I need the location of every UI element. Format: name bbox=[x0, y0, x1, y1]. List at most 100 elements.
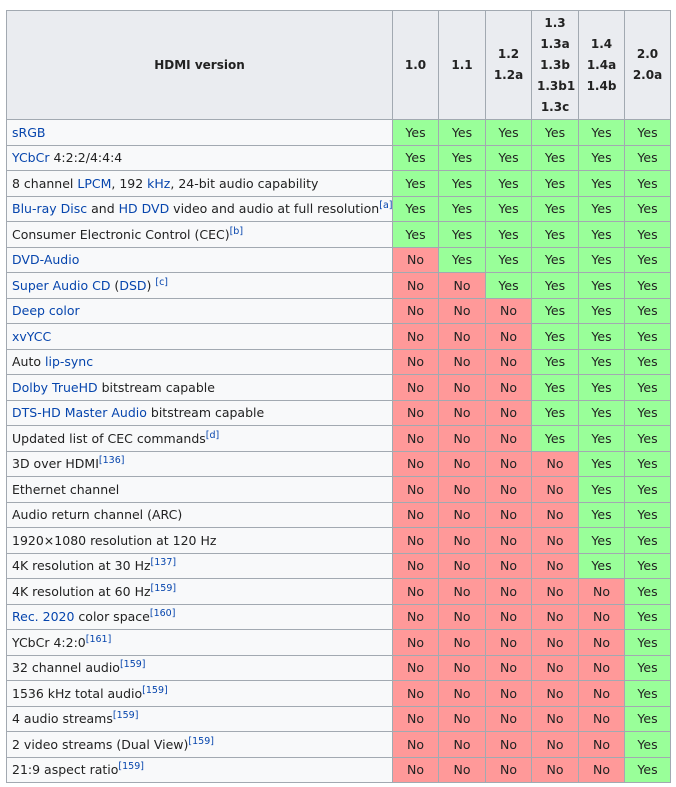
support-cell: Yes bbox=[624, 654, 671, 681]
support-cell: Yes bbox=[578, 144, 625, 171]
support-cell: No bbox=[438, 705, 486, 732]
reference-link[interactable]: [159] bbox=[112, 710, 139, 722]
feature-text: ) bbox=[146, 277, 156, 293]
support-cell: No bbox=[578, 654, 625, 681]
version-header: 1.4 1.4a 1.4b bbox=[578, 10, 625, 120]
support-cell: No bbox=[392, 323, 439, 350]
feature-row: Updated list of CEC commands[d] No No No Yes… bbox=[6, 425, 671, 452]
version-label: 1.3b bbox=[540, 57, 570, 72]
feature-row: 32 channel audio[159] No No No No No Yes bbox=[6, 654, 671, 681]
support-cell: No bbox=[531, 552, 579, 579]
support-cell: No bbox=[438, 756, 486, 783]
support-cell: Yes bbox=[578, 221, 625, 248]
feature-row: 8 channel LPCM, 192 kHz, 24-bit audio ca… bbox=[6, 170, 671, 197]
support-cell: Yes bbox=[624, 297, 671, 324]
feature-text: Consumer Electronic Control (CEC) bbox=[12, 226, 230, 242]
feature-row: 4K resolution at 30 Hz[137] No No No No Yes Ye… bbox=[6, 552, 671, 579]
feature-link[interactable]: Deep color bbox=[12, 303, 80, 319]
reference-link[interactable]: [136] bbox=[98, 455, 125, 467]
reference: [159] bbox=[113, 710, 139, 721]
support-cell: Yes bbox=[485, 246, 532, 273]
support-cell: Yes bbox=[578, 527, 625, 554]
feature-label: 2 video streams (Dual View)[159] bbox=[6, 731, 393, 758]
support-cell: Yes bbox=[531, 297, 579, 324]
feature-label: Updated list of CEC commands[d] bbox=[6, 425, 393, 452]
feature-link[interactable]: xvYCC bbox=[12, 328, 52, 344]
support-cell: No bbox=[485, 501, 532, 528]
reference-link[interactable]: [159] bbox=[118, 761, 144, 773]
feature-link[interactable]: DVD-Audio bbox=[12, 252, 80, 268]
feature-label: xvYCC bbox=[6, 323, 393, 350]
reference-link[interactable]: [159] bbox=[142, 684, 168, 696]
version-label: 1.3 bbox=[544, 15, 566, 30]
feature-link[interactable]: kHz bbox=[147, 175, 171, 191]
feature-label: DTS-HD Master Audio bitstream capable bbox=[6, 399, 393, 426]
reference-link[interactable]: [c] bbox=[155, 276, 168, 288]
feature-link[interactable]: Super Audio CD bbox=[12, 277, 111, 293]
support-cell: No bbox=[531, 501, 579, 528]
support-cell: Yes bbox=[624, 476, 671, 503]
reference-link[interactable]: [b] bbox=[229, 225, 244, 237]
support-cell: No bbox=[392, 552, 439, 579]
reference-link[interactable]: [137] bbox=[150, 557, 177, 569]
support-cell: No bbox=[485, 654, 532, 681]
support-cell: Yes bbox=[624, 272, 671, 299]
feature-link[interactable]: Blu-ray Disc bbox=[12, 201, 88, 217]
feature-text: 1536 kHz total audio bbox=[12, 685, 143, 701]
version-label: 2.0 bbox=[636, 47, 659, 61]
feature-row: YCbCr 4:2:0[161] No No No No No Yes bbox=[6, 629, 671, 656]
feature-link[interactable]: Rec. 2020 bbox=[12, 609, 75, 625]
support-cell: No bbox=[438, 629, 486, 656]
reference-link[interactable]: [159] bbox=[188, 735, 214, 747]
support-cell: No bbox=[438, 323, 486, 350]
support-cell: No bbox=[485, 552, 532, 579]
support-cell: Yes bbox=[578, 119, 625, 146]
feature-label: sRGB bbox=[6, 119, 393, 146]
feature-link[interactable]: LPCM bbox=[77, 175, 112, 191]
feature-link[interactable]: HD DVD bbox=[118, 201, 170, 217]
reference: [c] bbox=[155, 277, 168, 288]
feature-link[interactable]: DSD bbox=[119, 277, 147, 293]
feature-text: 3D over HDMI bbox=[12, 456, 99, 472]
feature-label: Ethernet channel bbox=[6, 476, 393, 503]
reference-link[interactable]: [159] bbox=[119, 659, 146, 671]
support-cell: Yes bbox=[485, 119, 532, 146]
support-cell: Yes bbox=[485, 272, 532, 299]
support-cell: No bbox=[485, 705, 532, 732]
support-cell: Yes bbox=[578, 297, 625, 324]
support-cell: No bbox=[531, 654, 579, 681]
feature-link[interactable]: sRGB bbox=[12, 124, 46, 140]
support-cell: No bbox=[392, 731, 439, 758]
feature-label: 21:9 aspect ratio[159] bbox=[6, 756, 393, 783]
support-cell: No bbox=[485, 399, 532, 426]
feature-text: 4K resolution at 30 Hz bbox=[12, 558, 151, 574]
support-cell: No bbox=[392, 756, 439, 783]
support-cell: Yes bbox=[624, 348, 671, 375]
support-cell: No bbox=[531, 603, 579, 630]
feature-link[interactable]: YCbCr bbox=[12, 150, 50, 166]
feature-label: 4 audio streams[159] bbox=[6, 705, 393, 732]
reference-link[interactable]: [160] bbox=[149, 608, 176, 620]
support-cell: Yes bbox=[578, 476, 625, 503]
feature-label: 4K resolution at 60 Hz[159] bbox=[6, 578, 393, 605]
support-cell: Yes bbox=[485, 170, 532, 197]
feature-text: and bbox=[87, 201, 119, 217]
support-cell: Yes bbox=[531, 272, 579, 299]
reference-link[interactable]: [a] bbox=[379, 200, 393, 212]
feature-text: 4 audio streams bbox=[12, 711, 113, 727]
feature-link[interactable]: Dolby TrueHD bbox=[12, 379, 98, 395]
support-cell: Yes bbox=[624, 705, 671, 732]
feature-link[interactable]: lip-sync bbox=[45, 354, 94, 370]
reference-link[interactable]: [159] bbox=[150, 582, 177, 594]
reference-link[interactable]: [d] bbox=[205, 429, 220, 441]
support-cell: No bbox=[485, 603, 532, 630]
feature-label: YCbCr 4:2:2/4:4:4 bbox=[6, 144, 393, 171]
table-body: sRGB Yes Yes Yes Yes Yes Yes YCbCr 4:2:2/4:4:4 Y… bbox=[6, 119, 671, 783]
support-cell: No bbox=[438, 399, 486, 426]
feature-link[interactable]: DTS-HD Master Audio bbox=[12, 405, 147, 421]
feature-label: YCbCr 4:2:0[161] bbox=[6, 629, 393, 656]
support-cell: Yes bbox=[531, 144, 579, 171]
feature-row: DVD-Audio No Yes Yes Yes Yes Yes bbox=[6, 246, 671, 273]
reference-link[interactable]: [161] bbox=[85, 633, 112, 645]
